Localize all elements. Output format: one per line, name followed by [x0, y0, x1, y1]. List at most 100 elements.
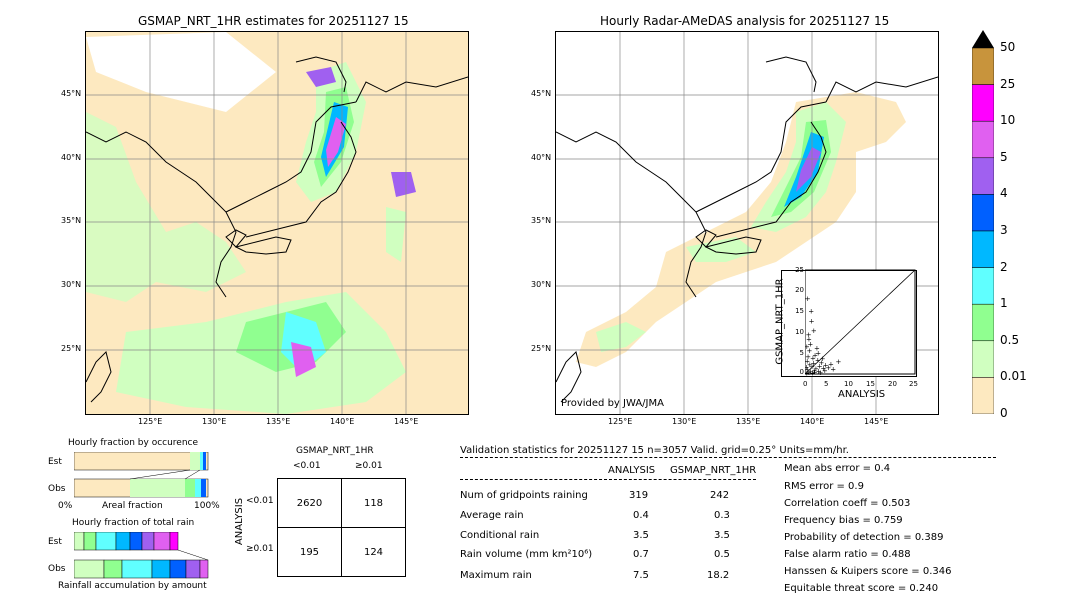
scatter-point: +	[825, 364, 831, 372]
total-est-seg5	[141, 532, 155, 551]
scatter-point: +	[810, 354, 816, 362]
left-lat-25: 25°N	[61, 344, 82, 353]
scatter-point: +	[817, 363, 823, 371]
scatter-point: +	[806, 347, 812, 355]
occurrence-link-2	[184, 469, 201, 480]
left-lon-145: 145°E	[394, 417, 419, 426]
total-obs-seg6	[199, 559, 209, 579]
validation-header-rule	[460, 457, 996, 458]
colorbar-label: 50	[1000, 40, 1016, 54]
occurrence-est-seg3	[203, 452, 206, 470]
colorbar-band	[971, 377, 995, 415]
contingency-row-ge: ≥0.01	[246, 544, 274, 554]
right-rain-field	[576, 92, 906, 367]
validation-row-a: 0.7	[633, 549, 649, 560]
validation-row-g: 18.2	[707, 570, 730, 581]
scatter-ytick-0: 0	[799, 368, 804, 376]
right-map: Provided by JWA/JMA	[555, 31, 939, 415]
scatter-point: +	[836, 358, 842, 366]
scatter-point: +	[811, 367, 817, 375]
scatter-point: +	[805, 366, 811, 374]
scatter-point: +	[807, 341, 813, 349]
score-ets: Equitable threat score = 0.240	[784, 583, 939, 594]
colorbar-bands	[971, 47, 995, 415]
scatter-xtick-25: 25	[909, 380, 918, 388]
colorbar-band	[971, 230, 995, 268]
right-map-coastline	[556, 56, 938, 403]
occurrence-title: Hourly fraction by occurence	[68, 438, 199, 448]
scatter-point: +	[808, 308, 814, 316]
score-rms-error: RMS error = 0.9	[784, 481, 864, 492]
contingency-table: 2620 118 195 124	[277, 478, 406, 577]
scatter-ytick-25: 25	[795, 266, 804, 274]
scatter-point: +	[810, 369, 816, 377]
contingency-col-ge: ≥0.01	[355, 461, 383, 471]
scatter-point: +	[806, 336, 812, 344]
validation-row-a: 3.5	[633, 530, 649, 541]
colorbar-label: 2	[1000, 259, 1008, 274]
occurrence-obs-seg1	[130, 479, 185, 497]
scatter-point: +	[812, 351, 818, 359]
colorbar-band	[971, 47, 995, 85]
scatter-plot: +++++++++++++++++++++++++++++++ +++++++++	[805, 269, 916, 378]
scatter-frame	[805, 269, 916, 375]
colorbar-label: 0	[1000, 406, 1008, 420]
occurrence-axis-right: 100%	[194, 501, 220, 511]
left-lat-35: 35°N	[61, 216, 82, 225]
scatter-ytick-5: 5	[799, 349, 804, 357]
validation-row-a: 0.4	[633, 510, 649, 521]
total-est-seg1	[83, 532, 97, 551]
right-lon-135: 135°E	[736, 417, 761, 426]
right-lat-45: 45°N	[531, 89, 552, 98]
left-lat-40: 40°N	[61, 153, 82, 162]
scatter-point: +	[815, 356, 821, 364]
occurrence-est-bar	[74, 452, 209, 471]
scatter-xtick-20: 20	[888, 380, 897, 388]
scatter-point: +	[817, 369, 823, 377]
score-far: False alarm ratio = 0.488	[784, 549, 911, 560]
validation-row-a: 319	[629, 490, 649, 501]
validation-row-g: 3.5	[714, 530, 730, 541]
occurrence-obs-seg2	[185, 479, 195, 497]
left-rain-field	[86, 32, 416, 414]
colorbar-band	[971, 194, 995, 232]
right-lat-30: 30°N	[531, 280, 552, 289]
total-est-seg2	[95, 532, 117, 551]
left-lat-30: 30°N	[61, 280, 82, 289]
total-rain-axis-label: Rainfall accumulation by amount	[58, 581, 207, 591]
occurrence-row-obs: Obs	[48, 484, 66, 494]
occurrence-obs-seg3	[195, 479, 201, 497]
colorbar-label: 4	[1000, 186, 1008, 201]
occurrence-est-seg1	[190, 452, 200, 470]
occurrence-row-est: Est	[48, 457, 62, 467]
scatter-point: +	[818, 359, 824, 367]
scatter-point: +	[828, 361, 834, 369]
contingency-row: 2620 118	[277, 478, 406, 528]
scatter-point: +	[823, 361, 829, 369]
left-lat-45: 45°N	[61, 89, 82, 98]
scatter-points: +++++++++++++++++++++++++++++++ +++++++++	[805, 295, 842, 378]
provided-by-credit: Provided by JWA/JMA	[561, 398, 664, 409]
total-rain-bars	[74, 532, 209, 579]
scatter-xtick-5: 5	[824, 380, 829, 388]
scatter-xlabel: ANALYSIS	[838, 389, 886, 400]
scatter-diagonal	[805, 269, 916, 375]
total-est-seg4	[129, 532, 143, 551]
colorbar-label: 5	[1000, 149, 1008, 164]
validation-row-label: Average rain	[460, 510, 524, 521]
occurrence-bars	[74, 452, 209, 498]
colorbar-label: 3	[1000, 223, 1008, 237]
colorbar-label: 0.5	[1000, 332, 1020, 347]
score-pod: Probability of detection = 0.389	[784, 532, 944, 543]
total-obs-seg3	[151, 559, 171, 579]
contingency-title: GSMAP_NRT_1HR	[296, 446, 374, 456]
total-obs-seg2	[121, 559, 153, 579]
right-lon-130: 130°E	[672, 417, 697, 426]
occurrence-est-seg2	[200, 452, 203, 470]
scatter-point: +	[821, 364, 827, 372]
validation-row-g: 0.5	[714, 549, 730, 560]
scatter-ylabel: GSMAP_NRT_1HR	[774, 278, 786, 365]
right-lon-145: 145°E	[864, 417, 889, 426]
left-map-canvas	[86, 32, 468, 414]
total-rain-row-obs: Obs	[48, 564, 66, 574]
